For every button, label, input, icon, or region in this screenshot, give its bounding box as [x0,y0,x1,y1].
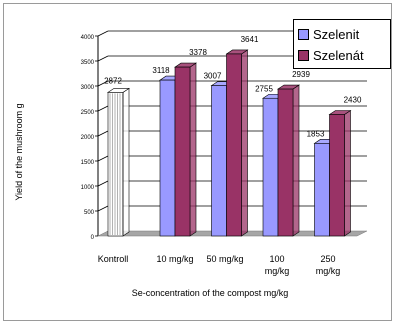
gridline-side-1500 [97,155,109,162]
data-label-szelenit-3: 2755 [255,84,273,93]
x-tick-label-1: 10 mg/kg [156,254,193,264]
bar-szelenit-2 [211,85,227,237]
y-tick-label-2000: 2000 [81,135,95,141]
gridline-side-2500 [97,105,109,112]
y-axis-label: Yield of the mushroom g [14,103,24,201]
gridline-side-2000 [97,130,109,137]
legend: Szelenit Szelenát [293,19,391,69]
gridline-side-4000 [97,30,109,37]
data-label-szelenát-2: 3641 [241,35,259,44]
bar-szelenát-2-side [241,49,248,237]
data-label-szelenit-4: 1853 [307,129,325,138]
y-tick-label-500: 500 [84,210,95,216]
gridline-side-1000 [97,180,109,187]
y-tick-label-3000: 3000 [81,85,95,91]
x-tick-label-3-line2: mg/kg [265,266,290,276]
bar-szelenit-3 [262,97,279,237]
bar-szelenit-1 [159,79,176,237]
x-tick-label-2: 50 mg/kg [206,254,243,264]
y-tick-label-1000: 1000 [81,185,95,191]
y-tick-label-4000: 4000 [81,35,95,41]
legend-swatch-szelenit [298,28,309,40]
gridline-side-3000 [97,80,109,87]
legend-item-szelenit: Szelenit [298,26,359,42]
legend-swatch-szelenat [298,49,309,61]
x-tick-label-4: 250 [320,254,335,264]
legend-label-szelenit: Szelenit [313,26,360,42]
legend-label-szelenat: Szelenát [313,47,364,63]
legend-item-szelenat: Szelenát [298,47,364,63]
data-label-szelenát-4: 2430 [344,96,362,105]
data-label-szelenát-1: 3378 [189,48,207,57]
bar-szelenát-2 [226,53,242,237]
bar-kontroll-side [122,87,130,237]
data-label-szelenit-1: 3118 [152,66,170,75]
x-axis-label: Se-concentration of the compost mg/kg [131,288,289,298]
y-tick-label-3500: 3500 [81,60,95,66]
bar-szelenát-1-side [189,62,197,237]
bar-szelenit-4 [314,143,330,237]
y-tick-label-1500: 1500 [81,160,95,166]
gridline-side-3500 [97,55,109,62]
y-tick-label-0: 0 [91,235,95,241]
data-label-szelenit-2: 3007 [204,72,222,81]
x-tick-label-3: 100 [269,254,284,264]
gridline-side-500 [97,205,109,212]
bar-szelenát-3 [277,88,294,237]
bar-szelenát-4 [329,114,345,237]
bar-kontroll [107,92,124,237]
data-label-kontroll: 2872 [104,76,122,85]
x-tick-label-4-line2: mg/kg [316,266,341,276]
x-tick-label-0: Kontroll [98,254,129,264]
bar-szelenát-1 [174,66,191,237]
data-label-szelenát-3: 2939 [292,70,310,79]
bar-szelenát-3-side [292,84,300,237]
bar-szelenát-4-side [344,109,351,237]
y-tick-label-2500: 2500 [81,110,95,116]
